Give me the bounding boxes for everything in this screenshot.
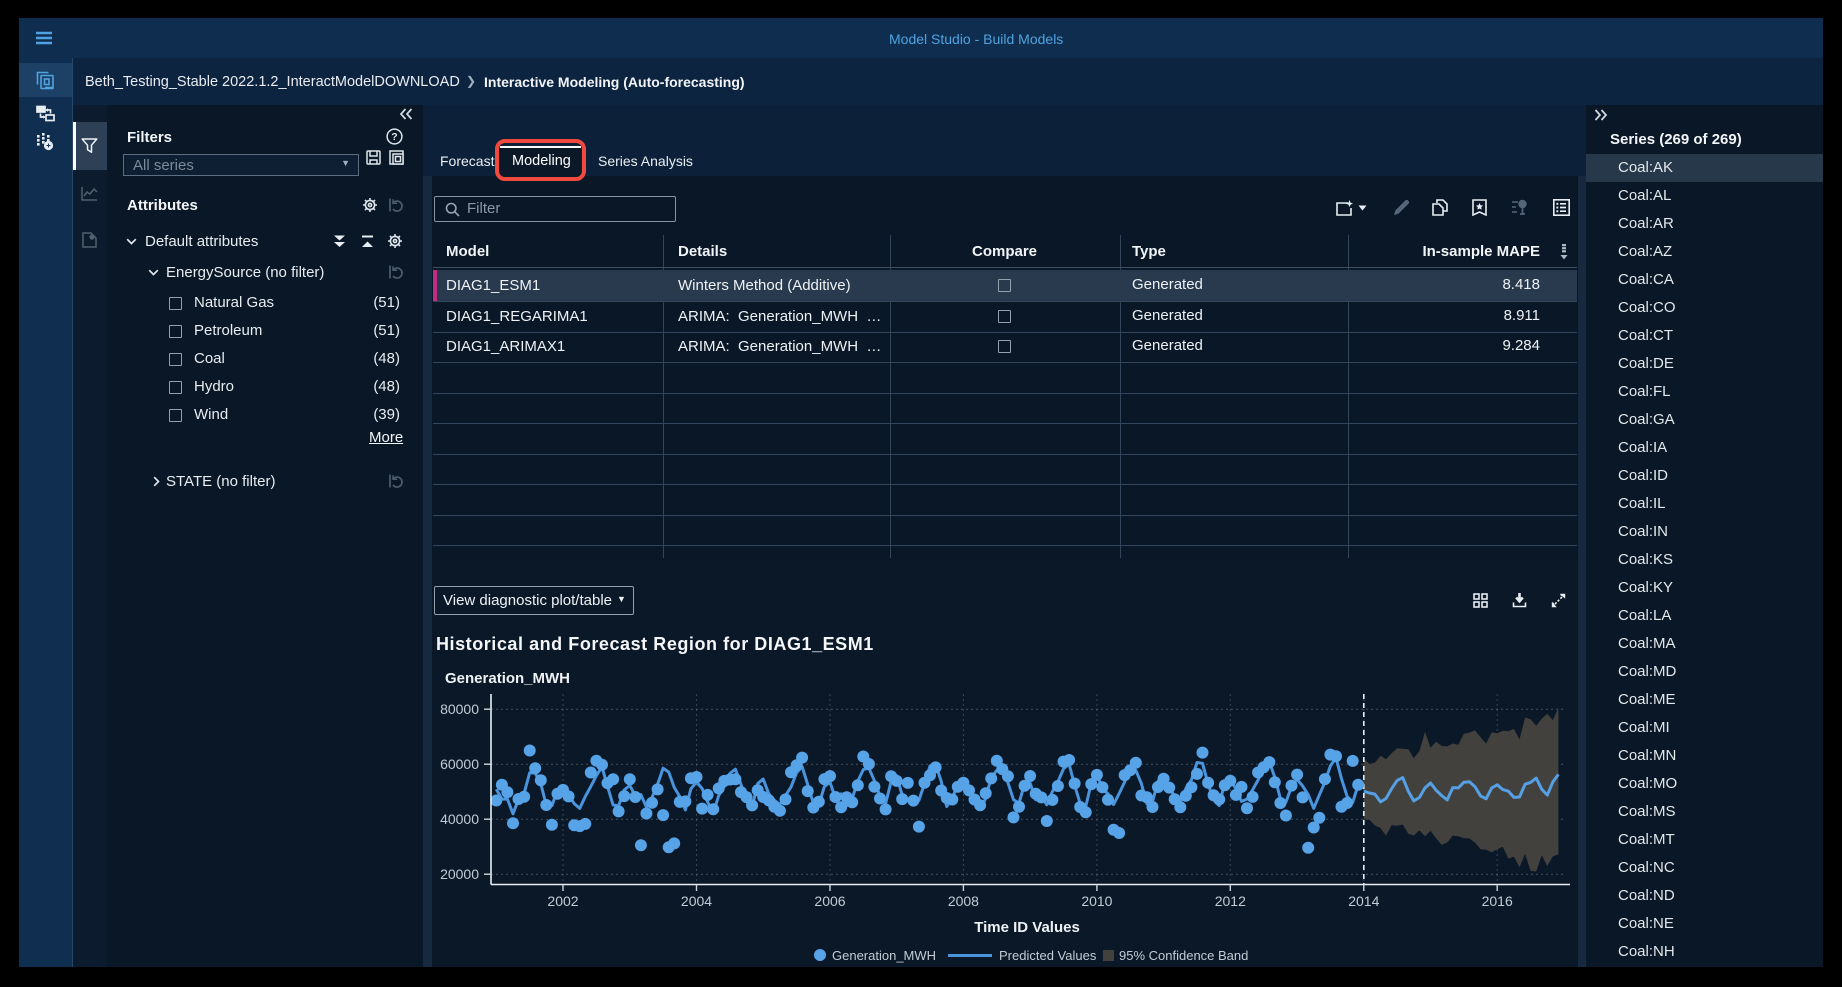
svg-text:2012: 2012 bbox=[1215, 893, 1246, 909]
svg-text:40000: 40000 bbox=[440, 811, 479, 827]
svg-text:20000: 20000 bbox=[440, 866, 479, 882]
svg-text:2004: 2004 bbox=[681, 893, 712, 909]
svg-text:2010: 2010 bbox=[1081, 893, 1112, 909]
svg-text:2016: 2016 bbox=[1482, 893, 1513, 909]
svg-text:2014: 2014 bbox=[1348, 893, 1379, 909]
svg-text:60000: 60000 bbox=[440, 756, 479, 772]
svg-text:?: ? bbox=[391, 131, 397, 143]
svg-text:2008: 2008 bbox=[948, 893, 979, 909]
svg-text:2006: 2006 bbox=[814, 893, 845, 909]
svg-text:2002: 2002 bbox=[547, 893, 578, 909]
svg-text:80000: 80000 bbox=[440, 701, 479, 717]
